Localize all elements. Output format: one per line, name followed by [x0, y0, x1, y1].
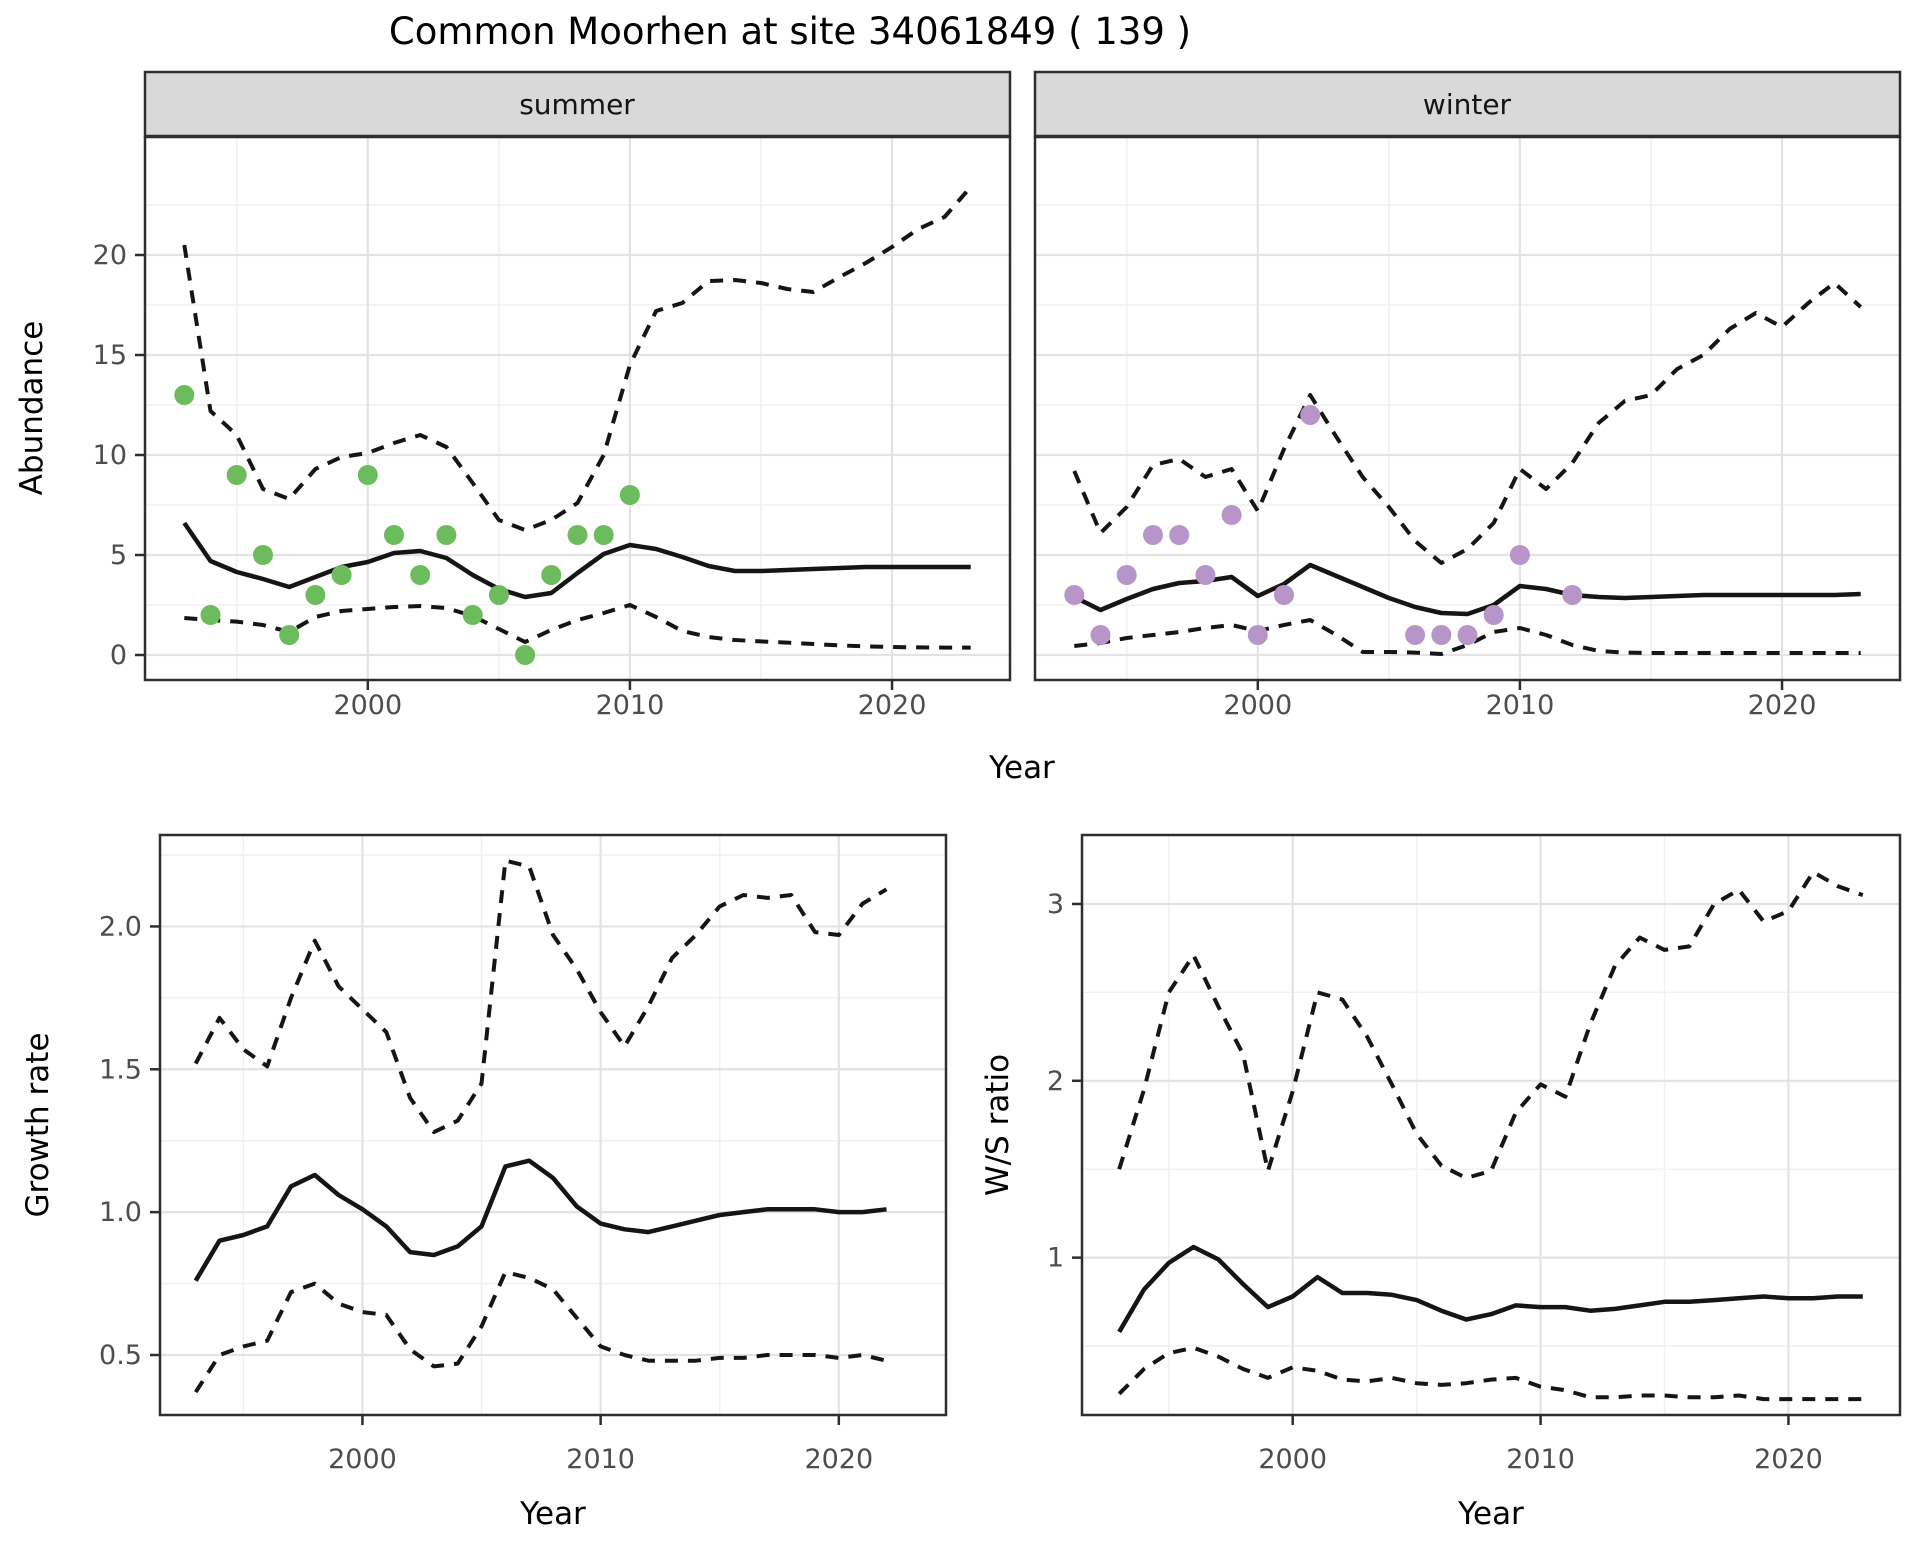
panel-abundance_summer: 2000 2010 2020 0 5 10 15 20: [93, 135, 1012, 721]
y-tick-label: 1.0: [99, 1197, 142, 1228]
observation-point: [331, 565, 352, 585]
panel-background: [1082, 835, 1900, 1415]
observation-point: [1116, 565, 1137, 585]
observation-point: [593, 525, 614, 545]
panel-background: [160, 835, 946, 1415]
x-tick-label: 2000: [333, 690, 402, 721]
x-tick-label: 2020: [804, 1444, 873, 1475]
observation-point: [515, 645, 536, 665]
y-tick-label: 0: [110, 640, 127, 671]
panel-border: [158, 833, 948, 1417]
x-tick-label: 2010: [1506, 1444, 1575, 1475]
observation-point: [1064, 585, 1085, 605]
y-tick-label: 5: [110, 540, 127, 571]
y-axis-title-abundance: Abundance: [14, 321, 50, 496]
observation-point: [279, 625, 300, 645]
panel-border: [1033, 135, 1902, 682]
chart-title: Common Moorhen at site 34061849 ( 139 ): [389, 10, 1191, 53]
facet-strip-summer: [143, 70, 1012, 138]
y-tick-label: 2: [1047, 1066, 1064, 1097]
observation-point: [1221, 505, 1242, 525]
x-tick-label: 2000: [328, 1444, 397, 1475]
ci-upper-line: [182, 185, 973, 532]
x-tick-label: 2020: [858, 690, 927, 721]
observation-point: [174, 385, 195, 405]
panel-ws_ratio: 2000 2010 2020 1 2 3: [1047, 833, 1902, 1475]
facet-strip-label-summer: summer: [519, 88, 635, 121]
facet-strip-label-winter: winter: [1423, 88, 1512, 121]
observation-point: [357, 465, 378, 485]
observation-point: [1483, 605, 1504, 625]
observation-point: [462, 605, 483, 625]
observation-point: [1169, 525, 1190, 545]
x-tick-label: 2010: [566, 1444, 635, 1475]
y-tick-label: 2.0: [99, 911, 142, 942]
x-tick-label: 2000: [1258, 1444, 1327, 1475]
observation-point: [1509, 545, 1530, 565]
observation-point: [1300, 405, 1321, 425]
observation-point: [1405, 625, 1426, 645]
panel-abundance_winter: 2000 2010 2020: [1033, 135, 1902, 721]
ci-lower-line: [1074, 618, 1861, 656]
panel-background: [145, 137, 1010, 680]
facet-strips: summer winter: [143, 70, 1902, 138]
y-axis-title-growth: Growth rate: [20, 1032, 56, 1217]
fit-line: [182, 521, 971, 600]
observation-point: [1431, 625, 1452, 645]
y-tick-label: 15: [93, 340, 127, 371]
observation-point: [488, 585, 509, 605]
x-tick-label: 2010: [1486, 690, 1555, 721]
observation-point: [1247, 625, 1268, 645]
panel-background: [1035, 137, 1900, 680]
observation-point: [1457, 625, 1478, 645]
observation-point: [384, 525, 404, 545]
observation-point: [410, 565, 431, 585]
observation-point: [1143, 525, 1163, 545]
observation-point: [1274, 585, 1294, 605]
observation-point: [436, 525, 457, 545]
ci-upper-line: [1072, 281, 1863, 565]
x-axis-title-ws: Year: [1457, 1496, 1524, 1532]
observation-point: [619, 485, 640, 505]
panel-border: [143, 135, 1012, 682]
x-tick-label: 2000: [1223, 690, 1292, 721]
observation-point: [1195, 565, 1216, 585]
y-tick-label: 3: [1047, 889, 1064, 920]
ci-lower-line: [1117, 1345, 1863, 1402]
observation-point: [253, 545, 273, 565]
x-tick-label: 2010: [596, 690, 665, 721]
y-tick-label: 0.5: [99, 1340, 142, 1371]
observation-point: [541, 565, 562, 585]
x-tick-label: 2020: [1754, 1444, 1823, 1475]
ci-upper-line: [193, 858, 888, 1135]
observation-point: [305, 585, 326, 605]
fit-line: [1117, 1244, 1863, 1334]
x-tick-label: 2020: [1748, 690, 1817, 721]
fit-line: [193, 1158, 887, 1282]
observation-point: [226, 465, 247, 485]
x-axis-title-top: Year: [988, 750, 1055, 786]
panel-growth_rate: 2000 2010 2020 0.5 1.0 1.5 2.0: [99, 833, 948, 1475]
observation-point: [567, 525, 588, 545]
y-axis-title-ws: W/S ratio: [980, 1054, 1016, 1196]
y-tick-label: 1.5: [99, 1054, 142, 1085]
panels: 2000 2010 2020 0 5 10 15 20 2000 2010 2020 2000 2010…: [93, 135, 1902, 1475]
y-tick-label: 10: [93, 440, 127, 471]
observation-point: [1562, 585, 1583, 605]
y-tick-label: 20: [93, 240, 127, 271]
observation-point: [200, 605, 221, 625]
x-axis-title-growth: Year: [519, 1496, 586, 1532]
panel-border: [1080, 833, 1902, 1417]
observation-point: [1090, 625, 1111, 645]
y-tick-label: 1: [1047, 1243, 1064, 1274]
facet-strip-winter: [1033, 70, 1902, 138]
ci-lower-line: [194, 1270, 887, 1394]
